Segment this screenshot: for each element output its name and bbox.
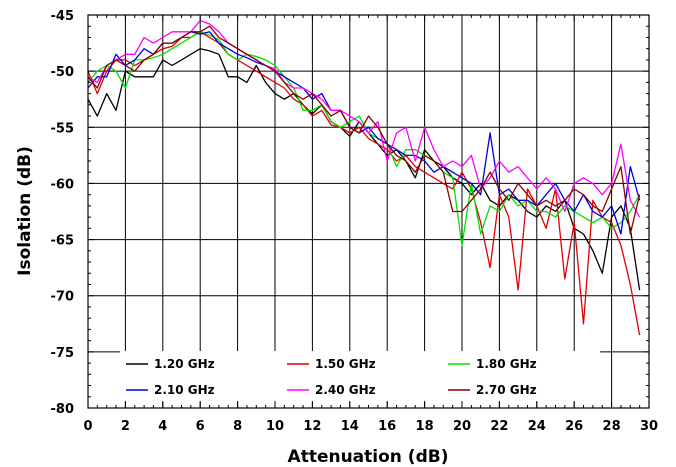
legend: 1.20 GHz 1.50 GHz 1.80 GHz 2.10 GHz 2.40 GHz… — [120, 351, 600, 401]
y-tick-label: -45 — [51, 9, 75, 24]
legend-label: 1.20 GHz — [154, 357, 215, 371]
axis-ticks — [87, 14, 650, 409]
series-line-2-70-ghz — [87, 25, 641, 235]
x-tick-label: 30 — [640, 419, 658, 434]
series-lines — [87, 19, 641, 336]
y-tick-label: -80 — [51, 402, 75, 417]
x-tick-label: 2 — [121, 419, 130, 434]
x-tick-label: 24 — [528, 419, 546, 434]
x-tick-label: 22 — [490, 419, 508, 434]
x-tick-label: 6 — [196, 419, 205, 434]
legend-label: 2.70 GHz — [476, 383, 537, 397]
x-tick-label: 14 — [341, 419, 359, 434]
x-tick-label: 8 — [233, 419, 242, 434]
legend-label: 1.50 GHz — [315, 357, 376, 371]
x-axis-tick-labels: 0 2 4 6 8 10 12 14 16 18 20 22 24 26 28 30 — [83, 419, 658, 434]
x-tick-label: 20 — [453, 419, 471, 434]
y-axis-title: Isolation (dB) — [15, 146, 35, 276]
legend-box — [120, 351, 600, 401]
legend-label: 2.40 GHz — [315, 383, 376, 397]
x-axis-title: Attenuation (dB) — [288, 447, 449, 467]
x-tick-label: 18 — [416, 419, 434, 434]
y-tick-label: -50 — [51, 65, 75, 80]
x-tick-label: 28 — [603, 419, 621, 434]
x-tick-label: 0 — [83, 419, 92, 434]
series-line-2-40-ghz — [87, 19, 641, 218]
y-tick-label: -70 — [51, 290, 75, 305]
x-tick-label: 4 — [158, 419, 167, 434]
x-tick-label: 26 — [565, 419, 583, 434]
x-tick-label: 12 — [303, 419, 321, 434]
x-tick-label: 10 — [266, 419, 284, 434]
y-tick-label: -65 — [51, 234, 75, 249]
x-tick-label: 16 — [378, 419, 396, 434]
legend-label: 2.10 GHz — [154, 383, 215, 397]
y-tick-label: -55 — [51, 121, 75, 136]
y-tick-label: -60 — [51, 177, 75, 192]
legend-label: 1.80 GHz — [476, 357, 537, 371]
y-tick-label: -75 — [51, 346, 75, 361]
y-axis-tick-labels: -80 -75 -70 -65 -60 -55 -50 -45 — [51, 9, 75, 417]
